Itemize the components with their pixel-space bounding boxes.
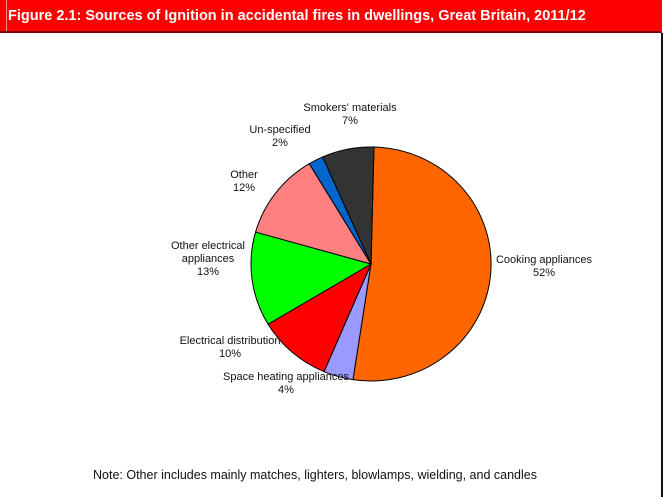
- pie-labels: Cooking appliances 52% Space heating appli…: [171, 102, 592, 396]
- right-border-rule: [661, 33, 663, 497]
- pie-slices: [250, 146, 492, 382]
- pie-slice-other-electrical-appliances: [250, 231, 373, 325]
- pie-label-smokers-materials: Smokers' materials 7%: [303, 102, 397, 127]
- pie-slice-other: [254, 163, 373, 265]
- pie-label-space-heating-appliances: Space heating appliances 4%: [223, 371, 349, 396]
- figure-title-bar: Figure 2.1: Sources of Ignition in accid…: [0, 0, 662, 33]
- pie-slice-smokers-materials: [321, 146, 375, 265]
- pie-label-other: Other 12%: [230, 169, 258, 194]
- pie-slice-cooking-appliances: [352, 146, 492, 382]
- pie-label-other-electrical-appliances: Other electrical appliances 13%: [171, 240, 245, 278]
- pie-label-cooking-appliances: Cooking appliances 52%: [496, 254, 593, 279]
- pie-label-electrical-distribution: Electrical distribution 10%: [180, 335, 281, 360]
- title-bar-edge: [6, 0, 7, 31]
- pie-label-un-specified: Un-specified 2%: [249, 124, 310, 149]
- pie-slice-electrical-distribution: [267, 262, 373, 373]
- figure-title: Figure 2.1: Sources of Ignition in accid…: [8, 8, 586, 24]
- figure-note: Note: Other includes mainly matches, lig…: [93, 468, 537, 482]
